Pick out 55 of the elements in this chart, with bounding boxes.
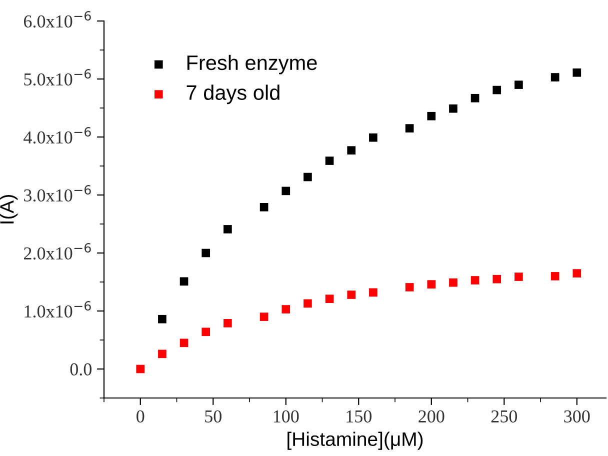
y-tick-label: 5.0x10$^{−6}$ (24, 69, 91, 86)
x-tick-label: 100 (274, 410, 299, 423)
point (427, 280, 436, 288)
point (470, 94, 480, 102)
y-tick-label: 4.0x10$^{−6}$ (24, 127, 91, 144)
legend-label: Fresh enzyme (187, 54, 317, 74)
point (572, 269, 582, 278)
point (282, 305, 290, 314)
point (180, 338, 188, 348)
point (449, 104, 458, 113)
point (369, 288, 378, 297)
point (325, 294, 334, 303)
point (347, 146, 356, 155)
point (550, 73, 560, 82)
point (514, 272, 523, 281)
point (492, 274, 502, 284)
x-tick-label: 150 (346, 410, 372, 423)
y-tick-label: 6.0x10$^{−6}$ (24, 11, 91, 28)
point (158, 350, 166, 358)
legend-label: 7 days old (186, 84, 280, 104)
y-tick-label: 1.0x10$^{−6}$ (24, 301, 91, 318)
point (202, 248, 210, 258)
point (470, 276, 480, 284)
point (405, 124, 414, 132)
point (572, 68, 582, 77)
point (550, 272, 560, 280)
point (514, 80, 523, 89)
point (202, 328, 210, 336)
point (369, 133, 378, 142)
y-tick-label: 3.0x10$^{−6}$ (24, 185, 91, 202)
y-axis-title: I(A) (0, 195, 18, 224)
x-tick-label: 250 (491, 410, 517, 423)
point (180, 277, 188, 286)
x-tick-label: 0 (136, 410, 144, 423)
point (224, 319, 232, 328)
point (158, 314, 166, 324)
y-tick-label: 2.0x10$^{−6}$ (24, 243, 91, 260)
point (260, 203, 268, 212)
point (449, 278, 458, 287)
point (282, 186, 290, 196)
x-axis-title: [Histamine](μM) (288, 432, 423, 450)
point (325, 156, 334, 165)
point (492, 86, 502, 94)
point (304, 299, 312, 308)
point (260, 312, 268, 321)
y-tick-label: 0.0 (70, 363, 92, 376)
point (347, 290, 356, 299)
x-tick-label: 200 (418, 410, 444, 423)
x-tick-label: 50 (205, 410, 222, 423)
point (405, 283, 414, 292)
point (304, 172, 312, 182)
x-tick-label: 300 (564, 410, 590, 423)
point (136, 364, 145, 374)
point (427, 112, 436, 120)
point (224, 225, 232, 234)
